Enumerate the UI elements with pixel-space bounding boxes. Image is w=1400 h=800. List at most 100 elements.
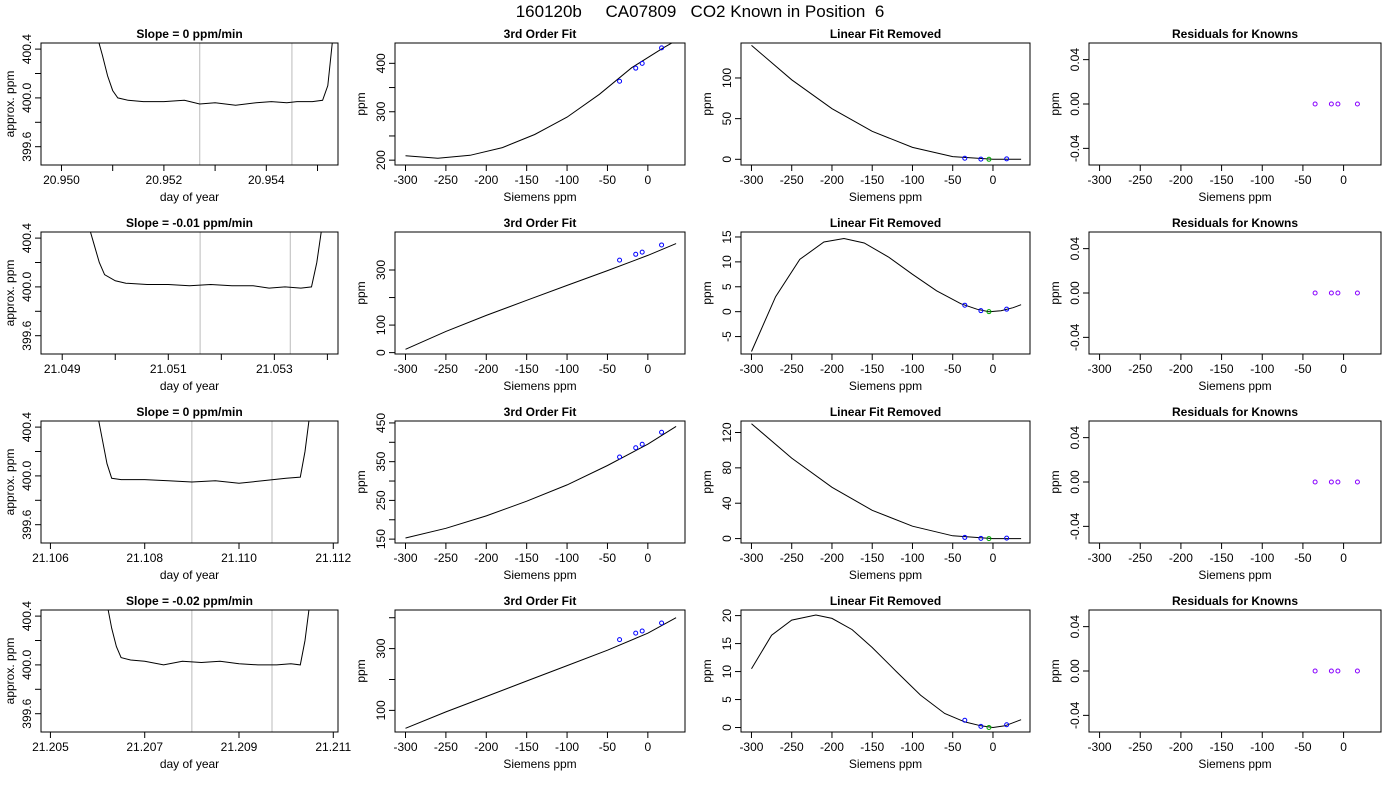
x-tick-label: -250: [434, 362, 458, 376]
panel-title: Residuals for Knowns: [1172, 594, 1298, 608]
x-tick-label: -100: [555, 551, 579, 565]
y-axis-label: approx. ppm: [3, 260, 17, 327]
plot-frame: [740, 42, 1031, 166]
series-line: [107, 610, 310, 666]
x-tick-label: 21.209: [221, 740, 258, 754]
x-axis-label: Siemens ppm: [1198, 757, 1271, 771]
x-tick-label: -300: [393, 362, 417, 376]
y-tick-label: 400.0: [20, 272, 34, 302]
x-tick-label: -100: [900, 362, 924, 376]
x-tick-label: 21.051: [150, 362, 187, 376]
series-line: [405, 43, 673, 159]
data-point: [1312, 668, 1318, 674]
chart-panel-1-residuals: Residuals for Knowns -300 -250 -200 -150 -100…: [1048, 216, 1382, 393]
x-tick-label: 21.053: [256, 362, 293, 376]
x-tick-label: -100: [900, 740, 924, 754]
chart-panel-3-residuals: Residuals for Knowns -300 -250 -200 -150 -100…: [1048, 594, 1382, 771]
data-point: [1328, 668, 1334, 674]
x-tick-label: -50: [944, 551, 962, 565]
data-point: [962, 155, 968, 161]
y-tick-label: 100: [374, 700, 388, 720]
x-tick-label: -150: [860, 740, 884, 754]
x-tick-label: -150: [1210, 173, 1234, 187]
panel-title: Slope = 0 ppm/min: [136, 405, 242, 419]
x-tick-label: -300: [393, 173, 417, 187]
y-tick-label: 200: [374, 150, 388, 170]
x-tick-label: 21.205: [32, 740, 69, 754]
x-tick-label: -150: [860, 551, 884, 565]
data-point: [1354, 101, 1360, 107]
x-tick-label: -250: [434, 173, 458, 187]
y-tick-label: 0.00: [1068, 281, 1082, 305]
y-tick-label: 0: [720, 156, 734, 163]
chart-panel-3-linear_removed: Linear Fit Removed -300 -250 -200 -150 -100 -5…: [700, 594, 1031, 771]
x-tick-label: -200: [820, 740, 844, 754]
y-tick-label: 0: [720, 535, 734, 542]
y-tick-label: 399.6: [20, 131, 34, 161]
x-tick-label: -300: [393, 551, 417, 565]
chart-panel-2-residuals: Residuals for Knowns -300 -250 -200 -150 -100…: [1048, 405, 1382, 582]
x-tick-label: -200: [1169, 173, 1193, 187]
x-tick-label: 0: [990, 173, 997, 187]
y-tick-label: 0.00: [1068, 470, 1082, 494]
x-tick-label: -200: [474, 740, 498, 754]
data-point: [617, 78, 623, 84]
x-tick-label: 0: [990, 551, 997, 565]
series-line: [751, 45, 1022, 160]
y-tick-label: 400.4: [20, 601, 34, 631]
data-point: [639, 60, 645, 66]
y-tick-label: 0.00: [1068, 92, 1082, 116]
data-point: [617, 257, 623, 263]
y-axis-label: ppm: [1048, 92, 1062, 115]
y-axis-label: ppm: [700, 92, 714, 115]
data-point: [639, 441, 645, 447]
y-tick-label: 250: [374, 490, 388, 510]
y-axis-label: ppm: [1048, 281, 1062, 304]
x-axis-label: Siemens ppm: [1198, 568, 1271, 582]
x-axis-label: Siemens ppm: [1198, 379, 1271, 393]
y-axis-label: approx. ppm: [3, 449, 17, 516]
y-axis-label: ppm: [700, 659, 714, 682]
x-tick-label: -100: [900, 173, 924, 187]
x-tick-label: -200: [1169, 740, 1193, 754]
chart-panel-1-fit: 3rd Order Fit -300 -250 -200 -150 -100 -50 0 0 10…: [354, 216, 686, 393]
x-tick-label: -100: [900, 551, 924, 565]
x-tick-label: -250: [434, 551, 458, 565]
data-point: [962, 534, 968, 540]
chart-panel-3-fit: 3rd Order Fit -300 -250 -200 -150 -100 -50 0 100…: [354, 594, 686, 771]
x-tick-label: 20.952: [146, 173, 183, 187]
x-tick-label: -200: [1169, 551, 1193, 565]
y-tick-label: -0.04: [1068, 323, 1082, 351]
panel-title: 3rd Order Fit: [504, 405, 577, 419]
chart-panel-1-linear_removed: Linear Fit Removed -300 -250 -200 -150 -100 -5…: [700, 216, 1031, 393]
x-tick-label: -300: [1088, 551, 1112, 565]
y-axis-label: ppm: [700, 470, 714, 493]
x-tick-label: -50: [599, 362, 617, 376]
x-tick-label: -150: [515, 362, 539, 376]
x-tick-label: -100: [1250, 551, 1274, 565]
y-tick-label: 5: [720, 283, 734, 290]
series-line: [405, 425, 677, 539]
x-tick-label: -100: [1250, 173, 1274, 187]
main-title: 160120b CA07809 CO2 Known in Position 6: [515, 2, 885, 21]
y-tick-label: -0.04: [1068, 512, 1082, 540]
data-point: [1354, 479, 1360, 485]
x-tick-label: -150: [515, 173, 539, 187]
y-tick-label: 80: [720, 461, 734, 475]
data-point: [639, 249, 645, 255]
x-tick-label: -300: [739, 740, 763, 754]
plot-frame: [40, 231, 339, 355]
x-tick-label: -50: [599, 173, 617, 187]
data-point: [659, 45, 665, 51]
x-tick-label: -250: [434, 740, 458, 754]
x-axis-label: Siemens ppm: [1198, 190, 1271, 204]
panel-title: Residuals for Knowns: [1172, 405, 1298, 419]
y-tick-label: -5: [720, 331, 734, 342]
x-tick-label: 21.108: [126, 551, 163, 565]
y-tick-label: 300: [374, 101, 388, 121]
x-axis-label: day of year: [160, 568, 219, 582]
y-axis-label: ppm: [700, 281, 714, 304]
y-axis-label: ppm: [354, 659, 368, 682]
y-tick-label: 150: [374, 529, 388, 549]
